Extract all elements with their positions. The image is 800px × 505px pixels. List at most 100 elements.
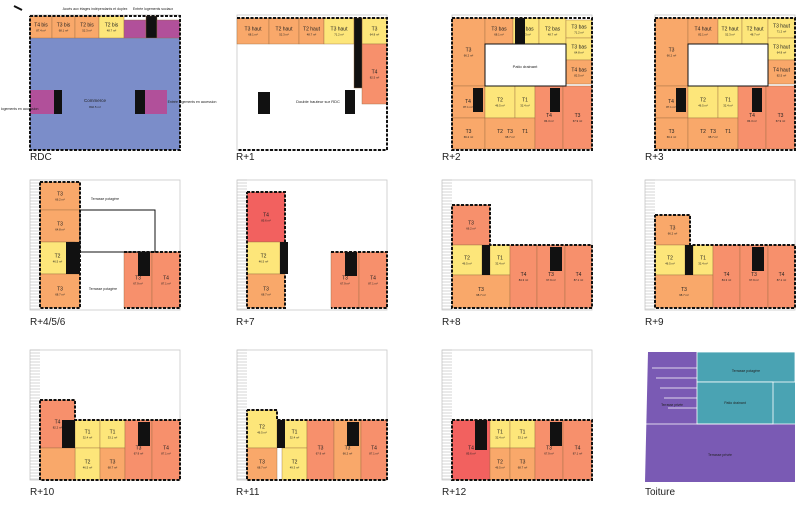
unit-type-label: T3 [751,272,757,278]
unit-type-label: T3 [681,287,687,293]
unit-area-label: 82.5 m² [574,74,584,78]
stair-core [353,17,363,89]
unit-area-label: 64.8 m² [370,33,380,37]
apartment-unit [74,419,101,449]
stair-core [685,245,693,275]
level-label-r11: R+11 [236,487,260,498]
unit-type-label: T2 [55,254,61,260]
entrance-hall-left [30,90,54,114]
apartment-unit [765,85,796,150]
unit-area-label: 67.9 m² [133,282,143,286]
level-label-rdc: RDC [30,152,52,163]
unit-type-label: T4 [749,113,755,119]
unit-area-label: 32.4 m² [520,104,530,108]
apartment-unit [484,17,514,45]
unit-type-label: T2 haut [303,27,321,33]
unit-area-label: 32.4 m² [723,104,733,108]
unit-area-label: 66.2 m² [464,135,474,139]
unit-area-label: 82.1 m² [698,33,708,37]
unit-area-label: 64.8 m² [574,51,584,55]
apartment-unit [451,204,491,246]
unit-area-label: 33.1 m² [518,436,528,440]
unit-type-label: T4 [371,446,377,452]
apartment-unit [123,19,147,39]
apartment-unit [281,447,308,481]
apartment-unit [562,419,593,481]
unit-area-label: 66.2 m² [668,232,678,236]
stair-core [277,420,285,448]
unit-area-label: 67.9 m² [573,119,583,123]
apartment-unit [451,274,511,309]
unit-type-label: T4 [468,446,474,452]
unit-area-label: 32.4 m² [495,436,505,440]
apartment-unit [361,43,388,105]
unit-type-label: T1 [522,98,528,104]
unit-area-label: 48.7 m² [750,33,760,37]
annotation-left: Entrée logements en accession [0,107,38,111]
unit-type-label: T3 [318,446,324,452]
unit-area-label: 67.9 m² [546,278,556,282]
unit-area-label: 48.7 m² [107,29,117,33]
stair-core [482,245,490,275]
unit-type-label: T2 [259,425,265,431]
facade-wall [39,181,81,309]
unit-area-label: 48.7 m² [548,33,558,37]
unit-area-label: 64.8 m² [55,228,65,232]
apartment-unit [236,17,270,45]
unit-type-label: T3 haut [245,27,263,33]
unit-type-label: T2 bas [545,27,561,33]
unit-area-label: 66.2 m² [667,135,677,139]
unit-type-label: T3 haut [773,24,791,30]
unit-type-label: T4 [779,272,785,278]
unit-area-label: 82.2 m² [53,426,63,430]
apartment-unit [654,17,689,87]
courtyard [687,43,769,87]
unit-type-label: T3 [135,276,141,282]
terrace-label: Terrasse potagère [89,287,117,291]
unit-type-label: T3 bas [491,27,507,33]
unit-area-label: 68.7 m² [476,293,486,297]
apartment-unit [717,17,743,45]
unit-type-label: T3 bas [571,25,587,31]
unit-type-label: T3 [259,460,265,466]
unit-type-label: T2 [497,129,503,135]
apartment-unit [687,17,719,45]
commerce-label: Commerce [84,98,107,103]
apartment-unit [281,419,308,449]
stair-core [347,422,359,446]
apartment-unit [654,274,714,309]
unit-type-label: T4 [521,272,527,278]
unit-area-label: 52.3 m² [521,33,531,37]
stair-core [145,15,158,39]
unit-area-label: 32.4 m² [698,262,708,266]
unit-area-label: 66.2 m² [464,54,474,58]
unit-area-label: 87.1 m² [777,278,787,282]
unit-area-label: 87.1 m² [161,452,171,456]
apartment-unit [39,209,81,243]
unit-type-label: T2 [497,460,503,466]
unit-area-label: 82.5 m² [370,76,380,80]
unit-area-label: 46.5 m² [665,262,675,266]
unit-area-label: 68.7 m² [708,135,718,139]
unit-area-label: 87.1 m² [161,282,171,286]
unit-type-label: T1 [497,256,503,262]
commerce-area-label: 802.5 m² [89,105,101,109]
unit-type-label: T3 [468,221,474,227]
facade-wall [654,17,796,151]
apartment-unit [151,419,181,481]
unit-type-label: T4 [55,420,61,426]
unit-type-label: T2 bis [105,23,119,29]
level-label-r1: R+1 [236,152,255,163]
facade-wall [331,251,388,309]
unit-type-label: T2 [292,460,298,466]
unit-type-label: T3 bis [57,23,71,29]
unit-area-label: 67.9 m² [134,452,144,456]
unit-area-label: 68.7 m² [518,466,528,470]
unit-area-label: 84.3 m² [519,278,529,282]
apartment-unit [687,85,719,119]
unit-area-label: 71.2 m² [574,31,584,35]
unit-area-label: 68.7 m² [55,293,65,297]
